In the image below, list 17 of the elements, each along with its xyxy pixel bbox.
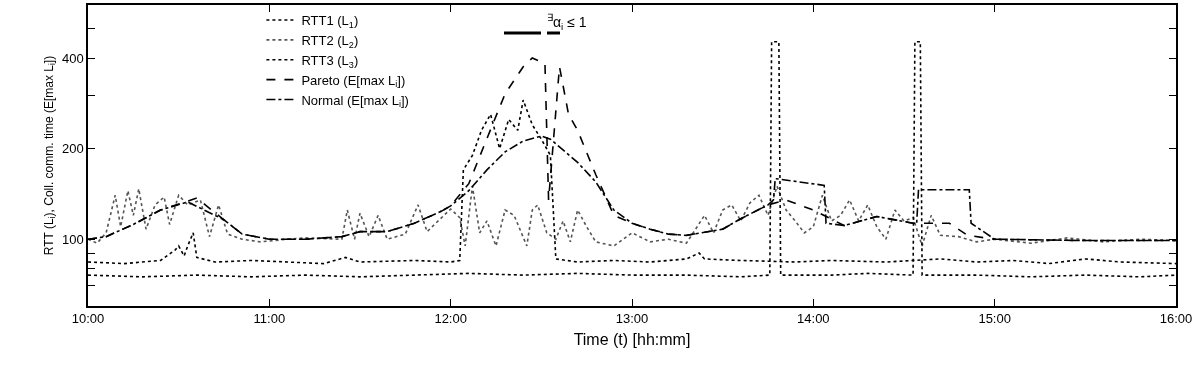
y-tick-label: 100 (61, 231, 84, 247)
legend-label: Pareto (E[max L$_{i}$]) (301, 72, 406, 90)
x-tick-label: 12:00 (434, 311, 467, 327)
x-tick-label: 11:00 (253, 311, 286, 327)
legend-label: RTT1 (L$_{1}$) (301, 13, 359, 30)
x-axis-title: Time (t) [hh:mm] (573, 330, 691, 348)
legend-label: RTT2 (L$_{2}$) (301, 32, 359, 50)
x-tick-label: 10:00 (71, 311, 105, 327)
legend-label: RTT3 (L$_{3}$) (301, 52, 359, 70)
y-tick-label: 400 (61, 50, 84, 66)
annotation: $^{∃}$α$_{i}$ ≤ 1 (547, 12, 587, 32)
x-tick-label: 13:00 (615, 311, 649, 327)
x-tick-label: 16:00 (1159, 311, 1193, 327)
legend-label: Normal (E[max L$_{i}$]) (301, 92, 409, 110)
x-tick-label: 14:00 (797, 311, 830, 327)
x-tick-label: 15:00 (978, 311, 1011, 327)
y-tick-label: 200 (61, 141, 84, 157)
